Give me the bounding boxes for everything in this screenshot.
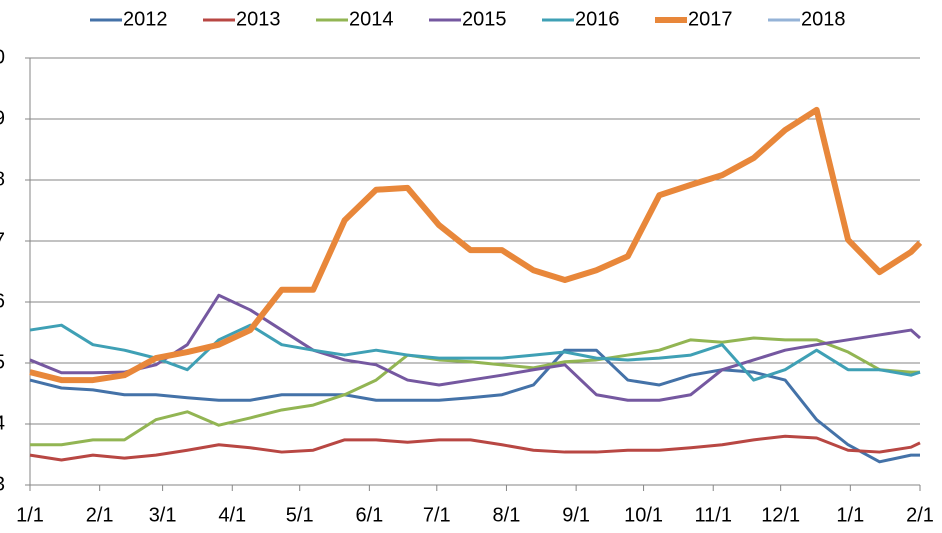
y-tick-label: 5	[0, 351, 5, 373]
x-tick-label: 11/1	[695, 504, 732, 526]
x-tick-label: 1/1	[836, 504, 864, 526]
x-tick-label: 9/1	[562, 504, 590, 526]
y-tick-label: 7	[0, 229, 5, 251]
legend-label: 2018	[801, 8, 846, 30]
series-line	[29, 293, 921, 402]
y-tick-label: 3	[0, 473, 5, 495]
x-tick-label: 12/1	[761, 504, 800, 526]
x-tick-label: 6/1	[355, 504, 383, 526]
x-tick-label: 2/1	[906, 504, 934, 526]
legend-label: 2017	[688, 8, 733, 30]
series-line	[29, 434, 921, 462]
legend-label: 2016	[575, 8, 620, 30]
series-line	[29, 106, 923, 384]
legend-label: 2015	[462, 8, 507, 30]
x-tick-label: 2/1	[86, 504, 114, 526]
x-tick-label: 3/1	[149, 504, 177, 526]
y-tick-label: 4	[0, 412, 5, 434]
x-tick-label: 5/1	[286, 504, 314, 526]
legend-label: 2014	[349, 8, 394, 30]
y-tick-label: 10	[0, 46, 5, 68]
series-line	[29, 323, 921, 382]
x-tick-label: 8/1	[493, 504, 521, 526]
legend-label: 2012	[123, 8, 168, 30]
series-line	[29, 348, 920, 464]
x-tick-label: 4/1	[218, 504, 246, 526]
y-tick-label: 8	[0, 168, 5, 190]
series-line	[30, 336, 920, 447]
y-tick-label: 9	[0, 107, 5, 129]
x-tick-label: 10/1	[624, 504, 663, 526]
x-tick-label: 1/1	[16, 504, 44, 526]
x-tick-label: 7/1	[423, 504, 451, 526]
y-tick-label: 6	[0, 290, 5, 312]
legend-label: 2013	[236, 8, 281, 30]
